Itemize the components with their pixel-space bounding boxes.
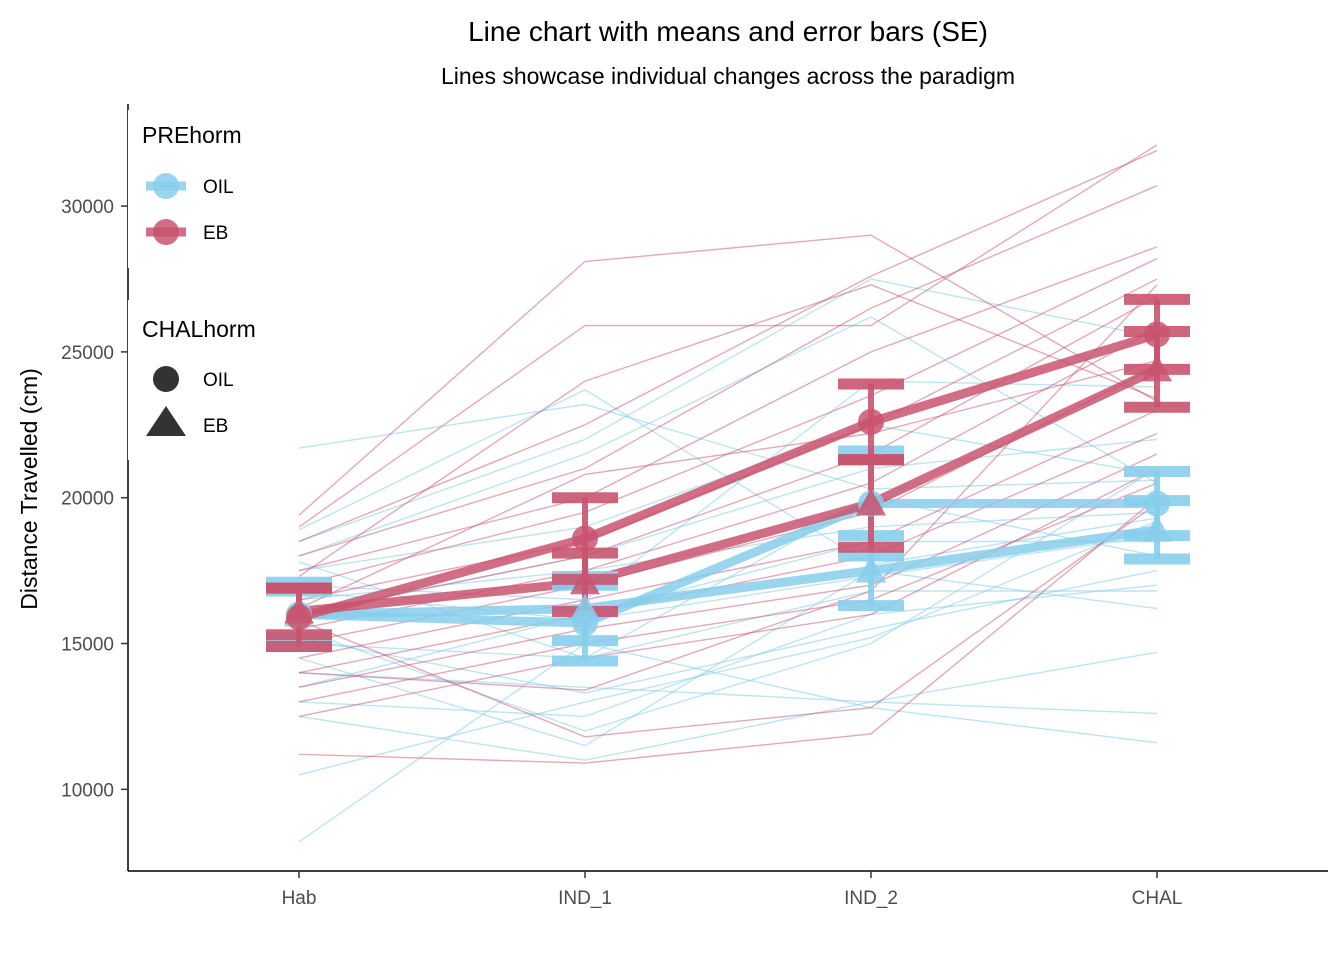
individual-line: [298, 185, 1158, 557]
mean-point: [1144, 321, 1170, 348]
mean-point: [1142, 514, 1172, 542]
mean-point: [1144, 490, 1170, 517]
y-ticks: 10000 15000 20000 25000 30000: [61, 197, 128, 801]
mean-point: [284, 596, 314, 624]
individual-line: [298, 144, 1158, 528]
individual-line: [298, 502, 1158, 738]
mean-line: [298, 365, 1159, 616]
x-tick-label: IND_2: [844, 888, 898, 909]
legend-prehorm-title: PREhorm: [142, 122, 242, 148]
chart-subtitle: Lines showcase individual changes across…: [441, 63, 1015, 89]
individual-lines: [298, 144, 1158, 843]
individual-line: [298, 359, 1158, 610]
mean-line: [298, 499, 1157, 628]
legend-circle-icon: [153, 366, 179, 392]
mean-line: [297, 330, 1159, 622]
individual-line: [298, 497, 1158, 764]
legend-key-prehorm-eb: [146, 219, 186, 245]
legend-point-oil: [153, 173, 179, 199]
y-tick-label: 25000: [61, 343, 114, 364]
y-axis-label: Distance Travelled (cm): [16, 368, 42, 610]
mean-point: [856, 555, 886, 583]
y-tick-label: 15000: [61, 635, 114, 656]
individual-line: [298, 642, 1158, 843]
mean-lines: [297, 330, 1159, 628]
mean-line: [298, 525, 1158, 619]
individual-line: [298, 278, 1158, 543]
individual-line: [298, 150, 1158, 543]
legend-chalhorm-title: CHALhorm: [142, 316, 256, 342]
mean-point: [572, 525, 598, 552]
x-tick-label: IND_1: [558, 888, 612, 909]
mean-point: [1142, 354, 1172, 382]
mean-point: [570, 567, 600, 595]
individual-line: [298, 316, 1158, 557]
y-tick-label: 20000: [61, 489, 114, 510]
individual-line: [298, 569, 1158, 747]
legend-point-eb: [153, 219, 179, 245]
x-tick-label: CHAL: [1132, 888, 1183, 909]
individual-line: [298, 234, 1158, 516]
individual-line: [298, 651, 1158, 703]
individual-line: [298, 409, 1158, 659]
legend-prehorm-oil-label: OIL: [203, 177, 234, 198]
individual-line: [298, 453, 1158, 688]
legend-prehorm-eb-label: EB: [203, 223, 228, 244]
individual-line: [298, 569, 1158, 694]
individual-line: [298, 534, 1158, 621]
legend-chalhorm-eb-label: EB: [203, 416, 228, 437]
x-ticks: Hab IND_1 IND_2 CHAL: [282, 871, 1183, 909]
chart-title: Line chart with means and error bars (SE…: [468, 16, 988, 47]
x-tick-label: Hab: [282, 888, 317, 909]
individual-line: [298, 284, 1158, 577]
y-tick-label: 30000: [61, 197, 114, 218]
mean-point: [570, 593, 600, 621]
y-tick-label: 10000: [61, 780, 114, 801]
individual-line: [298, 467, 1158, 718]
mean-points: [284, 321, 1172, 637]
individual-line: [298, 520, 1158, 776]
legend-chalhorm-oil-label: OIL: [203, 370, 234, 391]
legend-key-prehorm-oil: [146, 173, 186, 199]
legend-prehorm: PREhorm OIL EB: [128, 110, 288, 268]
mean-point: [856, 488, 886, 516]
legend-triangle-icon: [146, 406, 186, 436]
individual-line: [298, 246, 1158, 572]
legend-chalhorm: CHALhorm OIL EB: [128, 300, 298, 460]
mean-point: [858, 408, 884, 435]
